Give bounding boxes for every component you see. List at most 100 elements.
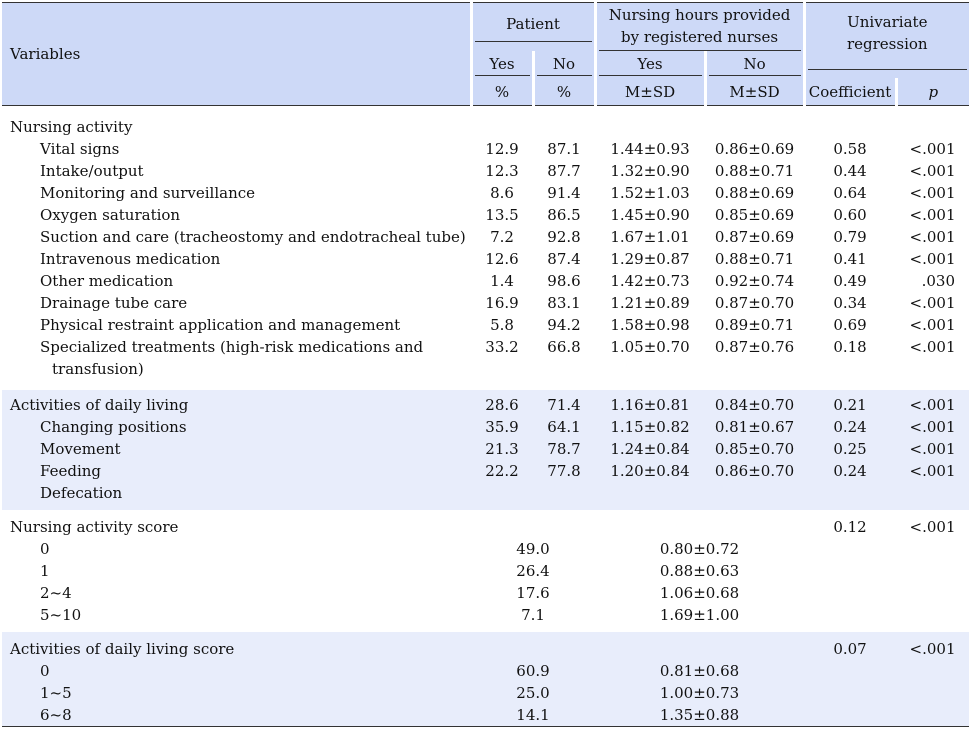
section-title-row: Activities of daily living score 0.07 <.…: [2, 638, 970, 660]
table-row: Feeding 22.2 77.8 1.20±0.84 0.86±0.70 0.…: [2, 460, 970, 482]
cell-no-pct: 83.1: [547, 294, 581, 312]
table-row: Suction and care (tracheostomy and endot…: [2, 226, 969, 248]
cell-yes-msd: 1.52±1.03: [610, 184, 690, 202]
table-row: Intravenous medication 12.6 87.4 1.29±0.…: [2, 248, 969, 270]
row-label: Specialized treatments (high-risk medica…: [2, 336, 471, 380]
cell-p: <.001: [909, 250, 956, 268]
cell-no-pct: 87.4: [547, 250, 581, 268]
cell-no-msd: 0.89±0.71: [714, 316, 795, 334]
cell-yes-pct: 12.9: [485, 140, 519, 158]
cell-coefficient: 0.07: [804, 638, 897, 660]
table-row: Monitoring and surveillance 8.6 91.4 1.5…: [2, 182, 969, 204]
cell-p: <.001: [896, 638, 970, 660]
cell-msd: 1.06±0.68: [659, 584, 740, 602]
table-row: Intake/output 12.3 87.7 1.32±0.90 0.88±0…: [2, 160, 969, 182]
table-row: Vital signs 12.9 87.1 1.44±0.93 0.86±0.6…: [2, 138, 969, 160]
cell-pct: 7.1: [521, 606, 545, 624]
cell-p: .030: [921, 272, 956, 290]
cell-yes-msd: 1.16±0.81: [595, 394, 706, 416]
header-patient-label: Patient: [474, 13, 592, 42]
table-row: 2~4 17.6 1.06±0.68: [2, 582, 969, 604]
cell-yes-msd: 1.32±0.90: [610, 162, 690, 180]
cell-pct: 25.0: [471, 682, 596, 704]
header-patient-yes-pct: %: [469, 78, 533, 106]
row-label-line2: transfusion): [52, 360, 144, 378]
row-label: Suction and care (tracheostomy and endot…: [40, 228, 466, 246]
table-row: Movement 21.3 78.7 1.24±0.84 0.85±0.70 0…: [2, 438, 970, 460]
cell-pct: 17.6: [516, 584, 550, 602]
cell-coefficient: 0.24: [804, 416, 897, 438]
table-row: Drainage tube care 16.9 83.1 1.21±0.89 0…: [2, 292, 969, 314]
cell-no-msd: 0.88±0.71: [714, 250, 795, 268]
row-label: Feeding: [2, 460, 471, 482]
cell-coefficient: 0.41: [833, 250, 867, 268]
header-hours-no: No: [703, 51, 805, 78]
cell-msd: 1.69±1.00: [659, 606, 740, 624]
cell-no-pct: 94.2: [547, 316, 581, 334]
cell-msd: 1.35±0.88: [595, 704, 805, 727]
cell-yes-pct: 28.6: [471, 394, 533, 416]
cell-p: <.001: [909, 206, 956, 224]
cell-msd: 1.00±0.73: [595, 682, 805, 704]
header-hours-no-label: No: [708, 53, 801, 76]
table-row: 1~5 25.0 1.00±0.73: [2, 682, 970, 704]
cell-no-msd: 0.85±0.70: [705, 438, 805, 460]
cell-no-msd: 0.85±0.69: [714, 206, 795, 224]
row-label: Vital signs: [40, 140, 120, 158]
header-nursing-hours-label: Nursing hours provided by registered nur…: [598, 4, 801, 51]
section-title: Nursing activity score: [10, 518, 179, 536]
cell-yes-pct: 1.4: [490, 272, 514, 290]
cell-coefficient: 0.79: [833, 228, 867, 246]
cell-p: <.001: [909, 316, 956, 334]
cell-p: <.001: [896, 438, 970, 460]
row-label: Movement: [2, 438, 471, 460]
cell-yes-pct: 7.2: [490, 228, 514, 246]
cell-no-pct: 87.1: [547, 140, 581, 158]
cell-yes-msd: 1.21±0.89: [610, 294, 690, 312]
table-row: Oxygen saturation 13.5 86.5 1.45±0.90 0.…: [2, 204, 969, 226]
cell-no-msd: 0.84±0.70: [705, 394, 805, 416]
cell-p: <.001: [909, 228, 956, 246]
cell-pct: 14.1: [471, 704, 596, 727]
cell-msd: 0.88±0.63: [659, 562, 740, 580]
cell-coefficient: 0.21: [804, 394, 897, 416]
row-label: Intake/output: [40, 162, 144, 180]
cell-pct: 60.9: [471, 660, 596, 682]
cell-no-msd: 0.88±0.71: [714, 162, 795, 180]
header-patient-no-label: No: [536, 53, 592, 76]
cell-yes-msd: 1.45±0.90: [610, 206, 690, 224]
header-univariate-label: Univariate regression: [807, 11, 968, 70]
cell-no-pct: 66.8: [547, 338, 581, 356]
row-label: 0: [40, 540, 50, 558]
cell-yes-msd: 1.58±0.98: [610, 316, 690, 334]
section-title-row: Activities of daily living 28.6 71.4 1.1…: [2, 394, 970, 416]
cell-no-msd: 0.86±0.70: [705, 460, 805, 482]
table-row: 1 26.4 0.88±0.63: [2, 560, 969, 582]
cell-yes-msd: 1.42±0.73: [610, 272, 690, 290]
cell-coefficient: 0.18: [833, 338, 867, 356]
cell-pct: 49.0: [516, 540, 550, 558]
cell-yes-msd: 1.67±1.01: [610, 228, 690, 246]
row-label: Intravenous medication: [40, 250, 221, 268]
cell-no-pct: 91.4: [547, 184, 581, 202]
cell-yes-pct: 33.2: [485, 338, 519, 356]
header-patient-yes: Yes: [469, 51, 533, 78]
cell-no-msd: 0.87±0.70: [714, 294, 795, 312]
cell-p: <.001: [909, 518, 956, 536]
cell-coefficient: 0.64: [833, 184, 867, 202]
row-label: Defecation: [2, 482, 471, 504]
table-row: 0 60.9 0.81±0.68: [2, 660, 970, 682]
header-hours-no-msd: M±SD: [703, 78, 805, 106]
table-row: Physical restraint application and manag…: [2, 314, 969, 336]
cell-yes-pct: 35.9: [471, 416, 533, 438]
table-row: Other medication 1.4 98.6 1.42±0.73 0.92…: [2, 270, 969, 292]
cell-no-pct: 71.4: [533, 394, 596, 416]
row-label: Drainage tube care: [40, 294, 188, 312]
section-title-row: Nursing activity score 0.12 <.001: [2, 516, 969, 538]
cell-no-pct: 77.8: [533, 460, 596, 482]
cell-msd: 0.80±0.72: [659, 540, 740, 558]
row-label: 5~10: [40, 606, 82, 624]
section-title: Nursing activity: [10, 118, 133, 136]
cell-no-msd: 0.86±0.69: [714, 140, 795, 158]
